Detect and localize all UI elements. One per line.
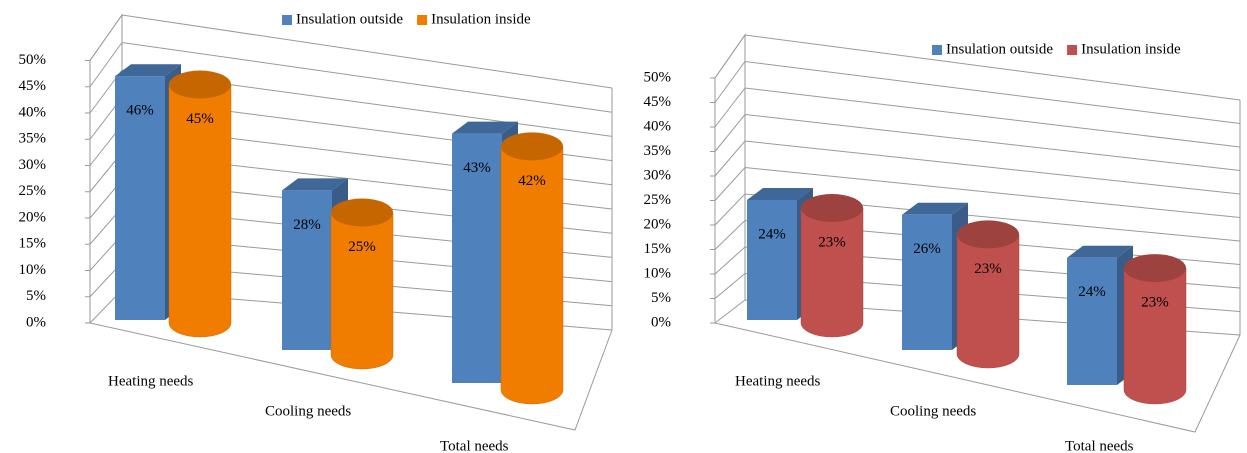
y-tick-label: 10% (19, 262, 47, 278)
x-tick-label: Total needs (1065, 438, 1134, 453)
grid-line (714, 113, 1241, 171)
bar-top (169, 70, 231, 99)
grid-line (89, 14, 613, 89)
x-tick-label: Heating needs (108, 373, 194, 389)
legend-label: Insulation outside (946, 41, 1053, 57)
bar (747, 200, 797, 320)
y-tick-label: 40% (19, 104, 47, 120)
bar-top (501, 132, 563, 161)
bar-body (330, 212, 394, 370)
bar-top (902, 202, 968, 215)
bar-top (1067, 245, 1133, 258)
x-tick-label: Total needs (440, 438, 509, 453)
bar-body (956, 234, 1020, 369)
y-tick-label: 50% (644, 69, 672, 85)
data-label: 23% (974, 261, 1002, 277)
bar-top (331, 198, 393, 227)
y-tick-label: 45% (19, 78, 47, 94)
data-label: 23% (1141, 295, 1169, 311)
y-tick-label: 0% (651, 314, 671, 330)
grid-line (714, 87, 1241, 148)
data-label: 26% (913, 241, 941, 257)
y-tick-label: 15% (19, 236, 47, 252)
data-label: 24% (758, 226, 786, 242)
legend-swatch (417, 15, 428, 25)
bar-top (282, 178, 348, 191)
y-tick-label: 40% (644, 118, 672, 134)
data-label: 46% (126, 103, 154, 119)
data-label: 42% (518, 173, 546, 189)
y-tick-label: 35% (644, 143, 672, 159)
y-tick-label: 25% (19, 183, 47, 199)
grid-line (714, 166, 1241, 218)
legend-swatch (1067, 45, 1078, 55)
grid-line (714, 34, 1241, 101)
bar (452, 133, 502, 383)
bar-top (957, 220, 1019, 249)
grid-line (714, 193, 1241, 242)
legend-swatch (282, 15, 292, 25)
y-tick-label: 20% (19, 209, 47, 225)
legend-swatch (932, 45, 942, 55)
y-tick-label: 30% (19, 157, 47, 173)
y-tick-label: 15% (644, 241, 672, 257)
data-label: 24% (1078, 284, 1106, 300)
grid-line (89, 69, 613, 137)
legend-label: Insulation inside (1081, 41, 1181, 57)
data-label: 28% (293, 217, 321, 233)
left-wall (714, 33, 746, 323)
y-tick-label: 10% (644, 265, 672, 281)
legend-label: Insulation inside (431, 11, 531, 27)
data-label: 43% (463, 160, 491, 176)
bar-body (1123, 267, 1187, 405)
grid-line (714, 60, 1241, 124)
data-label: 45% (186, 111, 214, 127)
y-tick-label: 5% (26, 288, 46, 304)
y-tick-label: 45% (644, 94, 672, 110)
grid-line (89, 41, 613, 113)
bar-top (452, 121, 518, 134)
bar-body (500, 146, 564, 405)
x-tick-label: Cooling needs (265, 403, 351, 419)
y-tick-label: 50% (19, 52, 47, 68)
y-tick-label: 35% (19, 131, 47, 147)
legend-label: Insulation outside (296, 11, 403, 27)
data-label: 25% (348, 239, 376, 255)
y-tick-label: 30% (644, 167, 672, 183)
bar (1067, 257, 1117, 385)
y-tick-label: 25% (644, 192, 672, 208)
floor (89, 322, 613, 431)
y-tick-label: 0% (26, 314, 46, 330)
data-label: 23% (818, 234, 846, 250)
floor (714, 322, 1241, 433)
y-tick-label: 5% (651, 290, 671, 306)
x-tick-label: Heating needs (735, 373, 821, 389)
bar-body (800, 207, 864, 338)
bar-top (747, 188, 813, 200)
y-tick-label: 20% (644, 216, 672, 232)
grid-line (714, 219, 1241, 265)
bar (115, 76, 165, 320)
x-tick-label: Cooling needs (890, 403, 976, 419)
bar-body (168, 84, 232, 338)
bar (282, 190, 332, 350)
bar-top (1124, 254, 1186, 283)
bar-top (115, 64, 181, 77)
bar-top (801, 194, 863, 222)
grid-line (714, 140, 1241, 195)
bar (902, 214, 952, 350)
